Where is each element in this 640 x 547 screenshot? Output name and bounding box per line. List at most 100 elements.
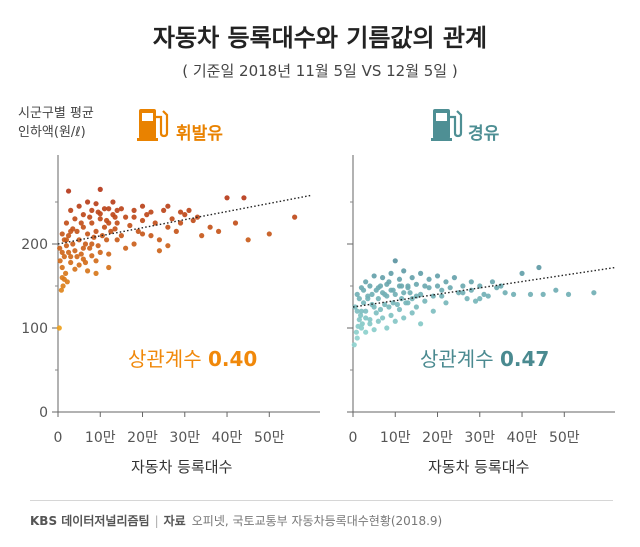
diesel-data-point xyxy=(354,291,360,297)
diesel-data-point xyxy=(354,335,360,341)
diesel-data-point xyxy=(352,304,358,310)
diesel-data-point xyxy=(413,304,419,310)
diesel-data-point xyxy=(363,329,369,335)
gasoline-data-point xyxy=(97,216,103,222)
diesel-data-point xyxy=(351,342,357,348)
diesel-data-point xyxy=(392,291,398,297)
diesel-chart-title: 경유 xyxy=(468,124,500,144)
gasoline-data-point xyxy=(57,245,63,251)
gasoline-data-point xyxy=(93,270,99,276)
gasoline-data-point xyxy=(78,220,84,226)
diesel-data-point xyxy=(443,279,449,285)
diesel-x-tick-label: 50만 xyxy=(549,430,580,446)
gasoline-data-point xyxy=(97,249,103,255)
diesel-x-tick-label: 0 xyxy=(349,430,358,446)
diesel-data-point xyxy=(536,264,542,271)
gasoline-data-point xyxy=(139,217,146,224)
gasoline-data-point xyxy=(89,207,95,213)
gasoline-data-point xyxy=(103,217,110,224)
diesel-data-point xyxy=(565,291,572,297)
gasoline-data-point xyxy=(165,224,171,230)
diesel-data-point xyxy=(443,300,449,306)
gasoline-data-point xyxy=(72,266,78,272)
gasoline-data-point xyxy=(266,231,272,237)
gasoline-data-point xyxy=(106,264,112,271)
gasoline-x-tick-label: 10만 xyxy=(85,430,116,446)
diesel-data-point xyxy=(401,268,407,274)
gasoline-data-point xyxy=(91,234,97,240)
diesel-data-point xyxy=(407,290,413,296)
gasoline-data-point xyxy=(103,237,110,243)
diesel-correlation-label: 상관계수 xyxy=(420,347,494,371)
gasoline-data-point xyxy=(63,220,70,226)
diesel-data-point xyxy=(527,291,534,297)
diesel-data-point xyxy=(418,321,424,327)
gasoline-correlation-value: 0.40 xyxy=(207,347,258,371)
gasoline-data-point xyxy=(59,275,65,281)
diesel-data-point xyxy=(460,290,466,296)
gasoline-data-point xyxy=(123,214,129,220)
gasoline-data-point xyxy=(76,203,82,209)
gasoline-data-point xyxy=(63,270,69,276)
diesel-data-point xyxy=(439,287,445,293)
gasoline-data-point xyxy=(292,214,298,220)
diesel-data-point xyxy=(405,300,411,306)
gasoline-data-point xyxy=(182,212,188,218)
gasoline-data-point xyxy=(106,251,112,257)
gasoline-data-point xyxy=(190,217,196,224)
diesel-data-point xyxy=(485,293,491,299)
gasoline-data-point xyxy=(74,254,80,260)
gasoline-data-point xyxy=(59,249,65,255)
diesel-data-point xyxy=(418,270,424,276)
diesel-data-point xyxy=(375,318,381,324)
gasoline-data-point xyxy=(84,268,91,274)
gasoline-correlation-label: 상관계수 xyxy=(128,347,202,371)
diesel-data-point xyxy=(464,296,470,302)
diesel-data-point xyxy=(398,296,405,302)
gasoline-data-point xyxy=(65,188,72,194)
gasoline-x-tick-label: 50만 xyxy=(254,430,285,446)
diesel-data-point xyxy=(394,301,400,308)
gasoline-data-point xyxy=(123,245,129,251)
gasoline-data-point xyxy=(215,228,222,234)
footer-brand: KBS 데이터저널리즘팀 xyxy=(30,514,150,528)
diesel-data-point xyxy=(367,283,373,289)
diesel-data-point xyxy=(359,321,365,327)
gasoline-scatter-panel: 0 100 200 0 10만 20만 30만 40만 50만 xyxy=(21,155,320,446)
gasoline-data-point xyxy=(127,222,133,229)
diesel-data-point xyxy=(386,304,392,310)
diesel-data-point xyxy=(382,301,388,308)
diesel-data-point xyxy=(434,283,441,289)
gasoline-data-point xyxy=(84,231,91,237)
diesel-data-point xyxy=(430,293,436,299)
diesel-data-point xyxy=(502,290,508,296)
gasoline-x-tick-label: 30만 xyxy=(169,430,200,446)
diesel-data-point xyxy=(365,293,371,299)
gasoline-data-point xyxy=(74,228,80,234)
diesel-data-point xyxy=(439,293,445,299)
gasoline-data-point xyxy=(64,279,70,285)
gasoline-data-point xyxy=(65,249,72,255)
gasoline-data-point xyxy=(63,237,70,243)
gasoline-data-point xyxy=(78,251,84,257)
gasoline-data-point xyxy=(68,259,74,266)
gasoline-data-point xyxy=(144,212,150,218)
footer-separator: | xyxy=(154,514,159,528)
y-axis-label-line2: 인하액(원/ℓ) xyxy=(18,125,86,140)
diesel-x-tick-label: 20만 xyxy=(422,430,453,446)
footer-divider xyxy=(30,500,613,501)
diesel-data-point xyxy=(367,321,373,327)
gasoline-data-point xyxy=(139,231,146,237)
diesel-data-point xyxy=(379,275,386,281)
gasoline-chart-title: 휘발유 xyxy=(176,124,223,144)
gasoline-data-point xyxy=(58,287,64,293)
gasoline-data-point xyxy=(148,233,154,239)
gasoline-data-point xyxy=(207,224,213,230)
gasoline-data-point xyxy=(84,199,91,205)
diesel-data-point xyxy=(373,310,379,316)
gasoline-data-point xyxy=(114,237,120,243)
diesel-data-point xyxy=(409,275,415,281)
diesel-data-point xyxy=(426,285,432,291)
diesel-data-point xyxy=(392,258,398,264)
diesel-data-point xyxy=(358,312,364,318)
